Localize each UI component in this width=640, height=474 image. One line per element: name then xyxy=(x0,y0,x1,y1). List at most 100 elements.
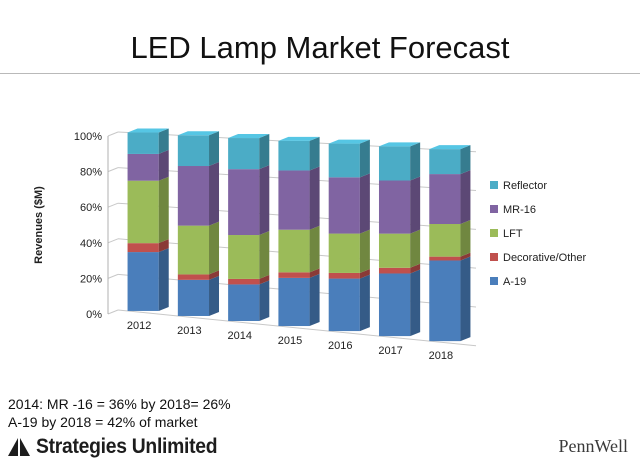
bar-segment-side xyxy=(209,131,220,167)
bar-segment-side xyxy=(259,280,270,322)
bar-segment xyxy=(378,273,411,337)
x-tick-label: 2012 xyxy=(127,320,151,332)
legend-label: MR-16 xyxy=(503,204,536,216)
bar-segment-side xyxy=(209,270,220,280)
gridline-depth xyxy=(107,202,119,208)
bar-segment xyxy=(127,243,159,253)
x-tick-label: 2018 xyxy=(429,350,453,362)
bar-segment-side xyxy=(259,231,270,279)
gridline xyxy=(117,309,477,347)
bar-segment-side xyxy=(309,268,320,278)
legend-label: Reflector xyxy=(503,180,547,192)
bar-top xyxy=(328,139,370,144)
gridline-depth xyxy=(107,131,119,137)
bar-segment-side xyxy=(309,225,320,273)
bar-segment-side xyxy=(359,229,370,273)
strategies-unlimited-wordmark: Strategies Unlimited xyxy=(36,435,218,458)
bar-segment-side xyxy=(309,273,320,327)
bar-segment xyxy=(328,143,360,178)
gridline-depth xyxy=(107,273,119,279)
bar-segment-side xyxy=(460,252,471,261)
bar-segment-side xyxy=(158,128,169,154)
x-tick-label: 2014 xyxy=(227,330,251,342)
bar-segment-side xyxy=(460,256,471,342)
pennwell-logo: PennWell xyxy=(558,436,628,456)
bar-segment xyxy=(429,149,461,175)
y-tick-label: 0% xyxy=(86,309,102,321)
bar-top xyxy=(278,136,320,141)
bar-segment xyxy=(328,233,360,273)
bar-segment xyxy=(278,272,310,278)
bar-segment xyxy=(429,260,461,342)
bar-segment-side xyxy=(158,248,169,311)
bar-top xyxy=(429,145,471,150)
bar-segment-side xyxy=(359,274,370,332)
bar-segment xyxy=(177,279,210,316)
y-tick-label: 80% xyxy=(80,167,102,179)
note-a19: A-19 by 2018 = 42% of market xyxy=(8,414,198,430)
bar-segment xyxy=(177,166,210,226)
bar-segment xyxy=(429,174,461,225)
bar-top xyxy=(127,128,169,133)
bar-segment-side xyxy=(359,139,370,178)
bar-segment-side xyxy=(259,165,270,236)
bar-segment-side xyxy=(209,162,220,226)
bar-segment-side xyxy=(410,269,421,337)
bar-segment xyxy=(127,252,159,311)
bar-segment xyxy=(228,138,260,170)
bar-segment-side xyxy=(259,274,270,285)
x-tick-label: 2013 xyxy=(177,325,201,337)
bar-segment xyxy=(328,272,360,279)
bar-segment-side xyxy=(460,145,471,175)
bar-segment-side xyxy=(158,149,169,181)
x-tick-label: 2015 xyxy=(278,335,302,347)
legend-swatch xyxy=(490,181,498,189)
bar-top xyxy=(378,142,421,147)
gridline-depth xyxy=(107,167,119,173)
bar-segment xyxy=(429,224,461,257)
strategies-unlimited-logo: Strategies Unlimited xyxy=(6,432,233,462)
bar-segment xyxy=(127,132,159,154)
bar-top xyxy=(177,131,220,136)
legend-label: Decorative/Other xyxy=(503,252,586,264)
bar-segment-side xyxy=(209,221,220,275)
y-axis-title: Revenues ($M) xyxy=(33,186,45,264)
bar-segment-side xyxy=(309,166,320,230)
note-mr16: 2014: MR -16 = 36% by 2018= 26% xyxy=(8,396,231,412)
bar-segment-side xyxy=(259,134,270,170)
stacked-bar-chart: 0% 20% 40% 60% 80% 100% Revenues ($M) 2012 2013 2… xyxy=(33,128,586,362)
y-tick-label: 100% xyxy=(74,131,102,143)
bar-segment-side xyxy=(460,220,471,257)
gridline-depth xyxy=(107,309,119,315)
bar-segment xyxy=(127,180,159,244)
bar-segment xyxy=(177,274,210,280)
x-tick-label: 2017 xyxy=(378,345,402,357)
y-tick-label: 40% xyxy=(80,238,102,250)
bar-segment-side xyxy=(359,173,370,234)
bar-segment-side xyxy=(209,275,220,316)
double-triangle-mark-icon xyxy=(8,438,30,456)
bar-segment xyxy=(228,235,260,279)
bar-segment-side xyxy=(410,263,421,274)
bar-segment-side xyxy=(158,176,169,244)
bar-segment xyxy=(278,170,310,230)
bar-segment xyxy=(228,278,260,285)
bar-top xyxy=(228,134,270,139)
legend-swatch xyxy=(490,229,498,237)
bar-segment xyxy=(378,233,411,268)
bar-segment xyxy=(177,135,210,167)
gridline-depth xyxy=(107,238,119,244)
x-tick-label: 2016 xyxy=(328,340,352,352)
bar-segment xyxy=(278,277,310,327)
bar-segment xyxy=(127,153,159,181)
bar-segment-side xyxy=(158,239,169,253)
title-divider xyxy=(0,73,640,74)
y-tick-label: 20% xyxy=(80,273,102,285)
bar-segment xyxy=(278,140,310,171)
bar-segment xyxy=(378,267,411,274)
bar-segment xyxy=(378,146,411,181)
bar-segment xyxy=(429,256,461,261)
bar-segment xyxy=(328,278,360,332)
bar-segment xyxy=(328,177,360,234)
bar-segment-side xyxy=(359,268,370,279)
